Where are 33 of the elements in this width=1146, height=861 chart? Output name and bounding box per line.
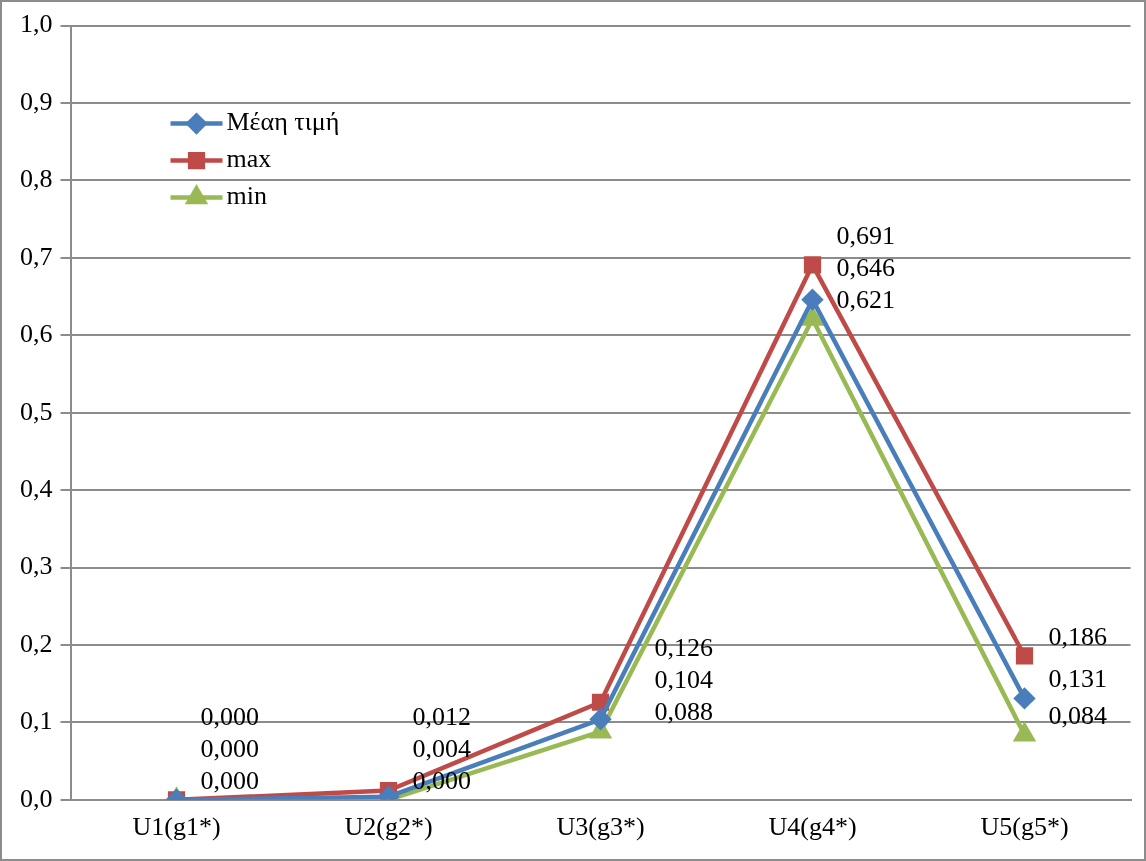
y-tick-label: 0,8 (20, 164, 53, 194)
data-label: 0,004 (412, 733, 471, 763)
y-tick-label: 0,9 (20, 86, 53, 116)
data-label: 0,000 (200, 733, 259, 763)
legend-label: max (226, 144, 272, 174)
legend-label: min (226, 181, 267, 211)
data-label: 0,012 (412, 701, 471, 731)
data-label: 0,000 (200, 765, 259, 795)
data-label: 0,088 (654, 697, 713, 727)
y-tick-label: 0,0 (20, 783, 53, 813)
y-tick-label: 0,1 (20, 706, 53, 736)
x-tick-label: U4(g4*) (768, 812, 857, 842)
data-label: 0,186 (1048, 621, 1107, 651)
x-tick-label: U3(g3*) (556, 812, 645, 842)
x-tick-label: U1(g1*) (132, 812, 221, 842)
data-label: 0,126 (654, 633, 713, 663)
y-tick-label: 0,6 (20, 319, 53, 349)
data-label: 0,104 (654, 665, 713, 695)
y-tick-label: 0,7 (20, 241, 53, 271)
y-tick-label: 0,2 (20, 628, 53, 658)
y-tick-label: 0,5 (20, 396, 53, 426)
x-tick-label: U5(g5*) (980, 812, 1069, 842)
y-tick-label: 0,3 (20, 551, 53, 581)
data-label: 0,691 (836, 220, 895, 250)
data-label: 0,621 (836, 284, 895, 314)
y-tick-label: 1,0 (20, 9, 53, 39)
legend-label: Μέαη τιμή (226, 107, 340, 137)
data-label: 0,084 (1048, 700, 1107, 730)
y-tick-label: 0,4 (20, 473, 53, 503)
data-label: 0,000 (200, 701, 259, 731)
x-tick-label: U2(g2*) (344, 812, 433, 842)
data-label: 0,131 (1048, 664, 1107, 694)
data-label: 0,646 (836, 252, 895, 282)
